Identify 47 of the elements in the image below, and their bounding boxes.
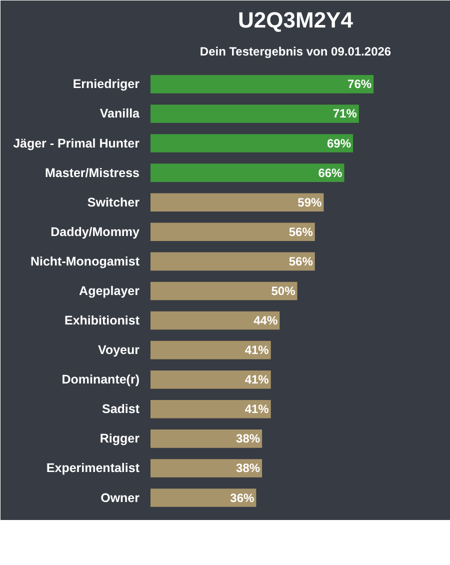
y-tick-label: Exhibitionist <box>64 314 140 328</box>
bar <box>150 252 315 271</box>
bar <box>150 222 315 242</box>
bar <box>150 459 262 478</box>
bar <box>150 488 256 507</box>
y-tick-label: Voyeur <box>98 343 140 358</box>
data-label: 76% <box>348 77 372 92</box>
data-label: 41% <box>244 372 270 387</box>
y-tick-label: Nicht-Monogamist <box>30 254 140 268</box>
y-tick-label: Master/Mistress <box>45 166 140 180</box>
y-tick-label: Switcher <box>87 195 140 210</box>
bar <box>150 164 344 182</box>
y-tick-label: Dominante(r) <box>62 372 140 387</box>
bar <box>150 282 298 300</box>
y-tick-label: Experimentalist <box>46 461 140 476</box>
data-label: 56% <box>288 224 314 239</box>
bar <box>150 340 271 360</box>
data-label: 56% <box>288 254 314 268</box>
y-tick-label: Owner <box>100 490 140 505</box>
bar <box>150 75 374 94</box>
y-tick-label: Vanilla <box>100 106 141 121</box>
bar <box>150 370 271 389</box>
bar <box>150 311 280 330</box>
data-label: 36% <box>230 490 254 505</box>
data-label: 66% <box>318 166 343 180</box>
y-tick-label: Rigger <box>100 432 140 446</box>
data-label: 44% <box>254 314 278 328</box>
data-label: 59% <box>298 195 322 210</box>
y-tick-label: Ageplayer <box>79 284 140 298</box>
data-label: 38% <box>236 432 260 446</box>
bar <box>150 193 324 212</box>
chart-subtitle: Dein Testergebnis von 09.01.2026 <box>200 44 392 58</box>
data-label: 41% <box>244 402 270 416</box>
data-label: 69% <box>327 136 352 150</box>
y-tick-label: Sadist <box>102 402 140 416</box>
bar <box>150 400 271 418</box>
y-tick-label: Jäger - Primal Hunter <box>13 136 140 150</box>
chart-title: U2Q3M2Y4 <box>238 8 354 32</box>
bar <box>150 104 359 123</box>
data-label: 38% <box>236 461 260 476</box>
bar <box>150 430 262 448</box>
bar <box>150 134 354 152</box>
y-tick-label: Daddy/Mommy <box>50 224 140 239</box>
y-tick-label: Erniedriger <box>72 77 140 92</box>
data-label: 71% <box>332 106 358 121</box>
data-label: 50% <box>271 284 296 298</box>
data-label: 41% <box>244 343 270 358</box>
